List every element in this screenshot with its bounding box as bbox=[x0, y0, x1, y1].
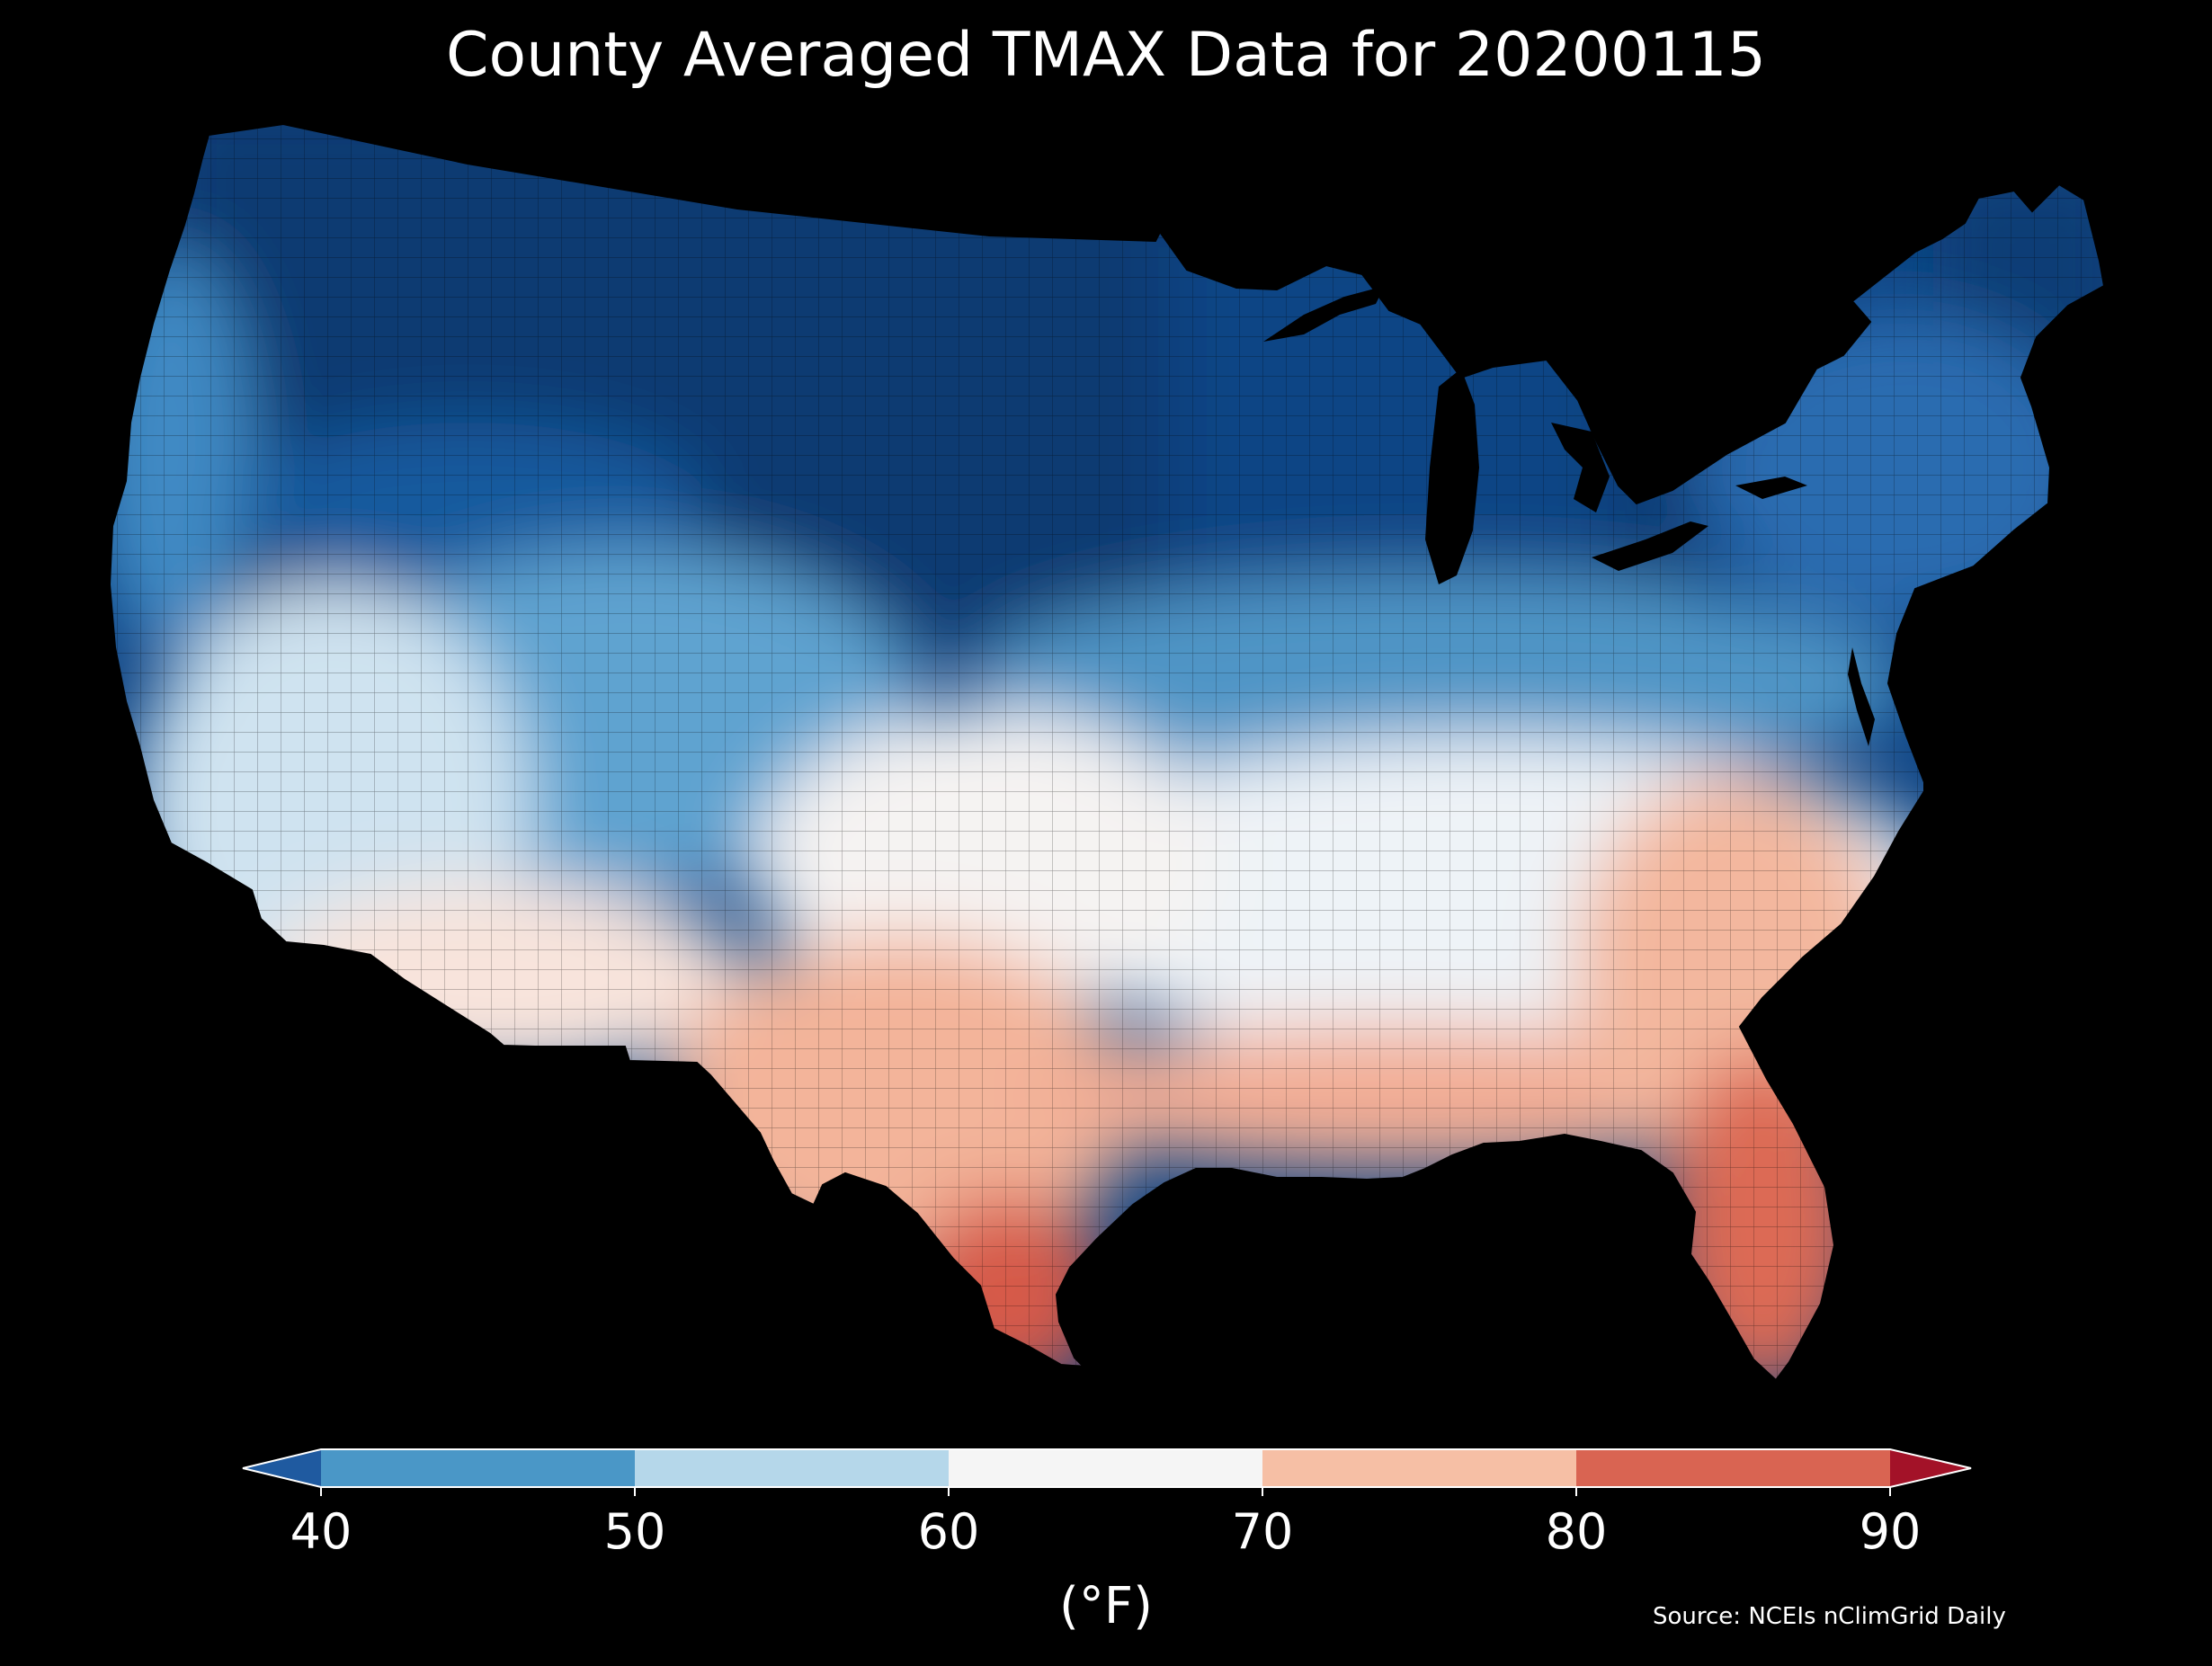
great-lakes bbox=[1263, 286, 1807, 584]
colorbar-tick-label: 40 bbox=[290, 1503, 352, 1560]
temperature-fill bbox=[110, 124, 2104, 1380]
colorbar-unit-label: (°F) bbox=[1059, 1577, 1153, 1635]
chesapeake-bay bbox=[1848, 647, 1875, 746]
colorbar-ticks: 40 50 60 70 80 90 bbox=[290, 1487, 1922, 1560]
map-title: County Averaged TMAX Data for 20200115 bbox=[446, 20, 1766, 91]
colorbar-tick-label: 60 bbox=[918, 1503, 980, 1560]
source-note: Source: NCEIs nClimGrid Daily bbox=[1653, 1603, 2006, 1630]
colorbar-tick-label: 70 bbox=[1232, 1503, 1294, 1560]
colorbar-tick-label: 90 bbox=[1860, 1503, 1922, 1560]
colorbar-tick-label: 50 bbox=[604, 1503, 666, 1560]
colorbar-tick-label: 80 bbox=[1546, 1503, 1608, 1560]
choropleth-map bbox=[109, 123, 2105, 1381]
